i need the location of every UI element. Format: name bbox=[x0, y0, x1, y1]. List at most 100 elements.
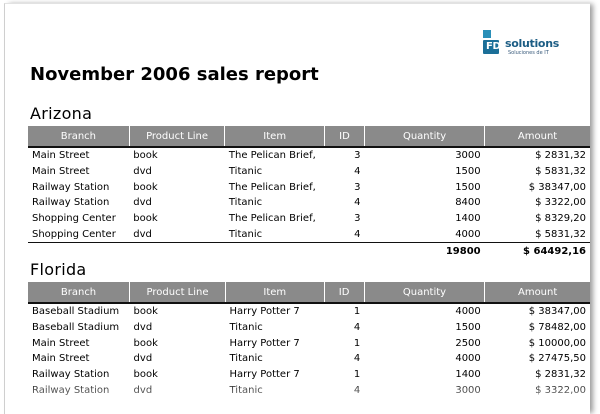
cell-quantity: 4000 bbox=[455, 306, 481, 318]
cell-product-line: dvd bbox=[133, 228, 152, 240]
cell-quantity: 3000 bbox=[455, 150, 481, 162]
cell-amount: $ 27475,50 bbox=[528, 353, 586, 365]
cell-product-line: dvd bbox=[133, 166, 152, 178]
column-header-product-line: Product Line bbox=[129, 282, 226, 304]
cell-quantity: 8400 bbox=[455, 197, 481, 209]
cell-item: Harry Potter 7 bbox=[229, 306, 300, 318]
cell-item: Titanic bbox=[228, 228, 263, 240]
column-header-item: Item bbox=[224, 126, 325, 148]
cell-amount: $ 8329,20 bbox=[535, 213, 586, 225]
section-title-florida: Florida bbox=[30, 260, 87, 279]
column-header-branch: Branch bbox=[28, 282, 131, 304]
cell-branch: Main Street bbox=[32, 150, 90, 162]
cell-amount: $ 38347,00 bbox=[528, 181, 586, 193]
table-row: Railway Station dvd Titanic 4 3000 $ 332… bbox=[28, 382, 590, 398]
cell-product-line: dvd bbox=[133, 353, 153, 365]
cell-id: 1 bbox=[353, 337, 361, 349]
cell-branch: Shopping Center bbox=[32, 228, 116, 240]
column-header-product-line: Product Line bbox=[129, 126, 226, 148]
cell-quantity: 1400 bbox=[455, 369, 481, 381]
cell-branch: Railway Station bbox=[32, 369, 110, 381]
table-row: Main Street dvd Titanic 4 4000 $ 27475,5… bbox=[28, 351, 590, 367]
cell-quantity: 2500 bbox=[455, 337, 481, 349]
table-row: Baseball Stadium book Harry Potter 7 1 4… bbox=[28, 303, 590, 320]
cell-branch: Railway Station bbox=[32, 197, 110, 209]
cell-amount: $ 78482,00 bbox=[528, 322, 586, 334]
cell-quantity: 1500 bbox=[455, 181, 481, 193]
cell-id: 3 bbox=[354, 150, 361, 162]
cell-branch: Main Street bbox=[32, 353, 90, 365]
table-row: Shopping Center dvd Titanic 4 4000 $ 583… bbox=[28, 226, 590, 242]
table-row: Main Street book The Pelican Brief, 3 30… bbox=[28, 147, 590, 164]
cell-product-line: book bbox=[133, 306, 158, 318]
column-header-item: Item bbox=[225, 282, 325, 304]
column-header-id: ID bbox=[324, 126, 366, 148]
cell-quantity: 4000 bbox=[455, 353, 481, 365]
logo-tagline: Soluciones de IT bbox=[508, 50, 549, 56]
column-header-quantity: Quantity bbox=[364, 282, 486, 304]
table-header-row: Branch Product Line Item ID Quantity Amo… bbox=[28, 282, 590, 304]
table-row: Main Street book Harry Potter 7 1 2500 $… bbox=[28, 335, 590, 351]
cell-amount: $ 38347,00 bbox=[528, 306, 586, 318]
cell-product-line: book bbox=[133, 181, 158, 193]
table-row: Main Street dvd Titanic 4 1500 $ 5831,32 bbox=[28, 164, 590, 180]
cell-branch: Baseball Stadium bbox=[32, 306, 120, 318]
cell-item: Titanic bbox=[229, 322, 263, 334]
table-row: Railway Station dvd Titanic 4 8400 $ 332… bbox=[28, 195, 590, 211]
cell-branch: Main Street bbox=[32, 337, 90, 349]
cell-id: 1 bbox=[353, 369, 361, 381]
sales-table-florida: Branch Product Line Item ID Quantity Amo… bbox=[28, 282, 590, 398]
cell-id: 1 bbox=[353, 306, 361, 318]
logo-name: solutions bbox=[505, 37, 559, 50]
cell-quantity: 1500 bbox=[455, 322, 481, 334]
table-row: Railway Station book The Pelican Brief, … bbox=[28, 179, 590, 195]
column-header-quantity: Quantity bbox=[364, 126, 486, 148]
cell-product-line: dvd bbox=[133, 384, 153, 396]
total-amount: $ 64492,16 bbox=[484, 242, 590, 261]
cell-id: 4 bbox=[354, 197, 361, 209]
table-header-row: Branch Product Line Item ID Quantity Amo… bbox=[28, 126, 590, 148]
cell-branch: Shopping Center bbox=[32, 213, 116, 225]
cell-item: Titanic bbox=[229, 384, 263, 396]
cell-amount: $ 2831,32 bbox=[535, 369, 586, 381]
logo-mark-icon bbox=[481, 30, 503, 54]
table-row: Railway Station book Harry Potter 7 1 14… bbox=[28, 367, 590, 383]
cell-branch: Railway Station bbox=[32, 181, 110, 193]
cell-id: 3 bbox=[354, 181, 361, 193]
cell-id: 3 bbox=[354, 213, 361, 225]
cell-id: 4 bbox=[353, 353, 361, 365]
report-title: November 2006 sales report bbox=[30, 64, 319, 85]
table-row: Baseball Stadium dvd Titanic 4 1500 $ 78… bbox=[28, 320, 590, 336]
cell-quantity: 4000 bbox=[455, 228, 481, 240]
column-header-amount: Amount bbox=[484, 282, 590, 304]
cell-amount: $ 3322,00 bbox=[535, 197, 586, 209]
cell-product-line: book bbox=[133, 213, 158, 225]
cell-amount: $ 3322,00 bbox=[535, 384, 586, 396]
cell-product-line: book bbox=[133, 150, 158, 162]
total-row: 19800 $ 64492,16 bbox=[28, 242, 590, 261]
cell-item: Titanic bbox=[228, 197, 263, 209]
cell-amount: $ 2831,32 bbox=[535, 150, 586, 162]
cell-item: The Pelican Brief, bbox=[228, 181, 316, 193]
sales-table-arizona: Branch Product Line Item ID Quantity Amo… bbox=[28, 126, 590, 261]
column-header-amount: Amount bbox=[484, 126, 590, 148]
cell-product-line: dvd bbox=[133, 197, 152, 209]
cell-product-line: book bbox=[133, 337, 158, 349]
cell-item: Harry Potter 7 bbox=[229, 337, 300, 349]
cell-quantity: 1400 bbox=[455, 213, 481, 225]
column-header-branch: Branch bbox=[28, 126, 130, 148]
cell-id: 4 bbox=[353, 322, 361, 334]
cell-item: The Pelican Brief, bbox=[228, 150, 316, 162]
cell-item: The Pelican Brief, bbox=[228, 213, 316, 225]
cell-branch: Railway Station bbox=[32, 384, 110, 396]
cell-quantity: 3000 bbox=[455, 384, 481, 396]
cell-branch: Baseball Stadium bbox=[32, 322, 120, 334]
cell-id: 4 bbox=[353, 384, 361, 396]
column-header-id: ID bbox=[324, 282, 365, 304]
cell-id: 4 bbox=[354, 228, 361, 240]
report-page: FDV solutions Soluciones de IT November … bbox=[4, 3, 590, 414]
cell-amount: $ 10000,00 bbox=[528, 337, 586, 349]
cell-branch: Main Street bbox=[32, 166, 90, 178]
cell-id: 4 bbox=[354, 166, 361, 178]
table-row: Shopping Center book The Pelican Brief, … bbox=[28, 211, 590, 227]
